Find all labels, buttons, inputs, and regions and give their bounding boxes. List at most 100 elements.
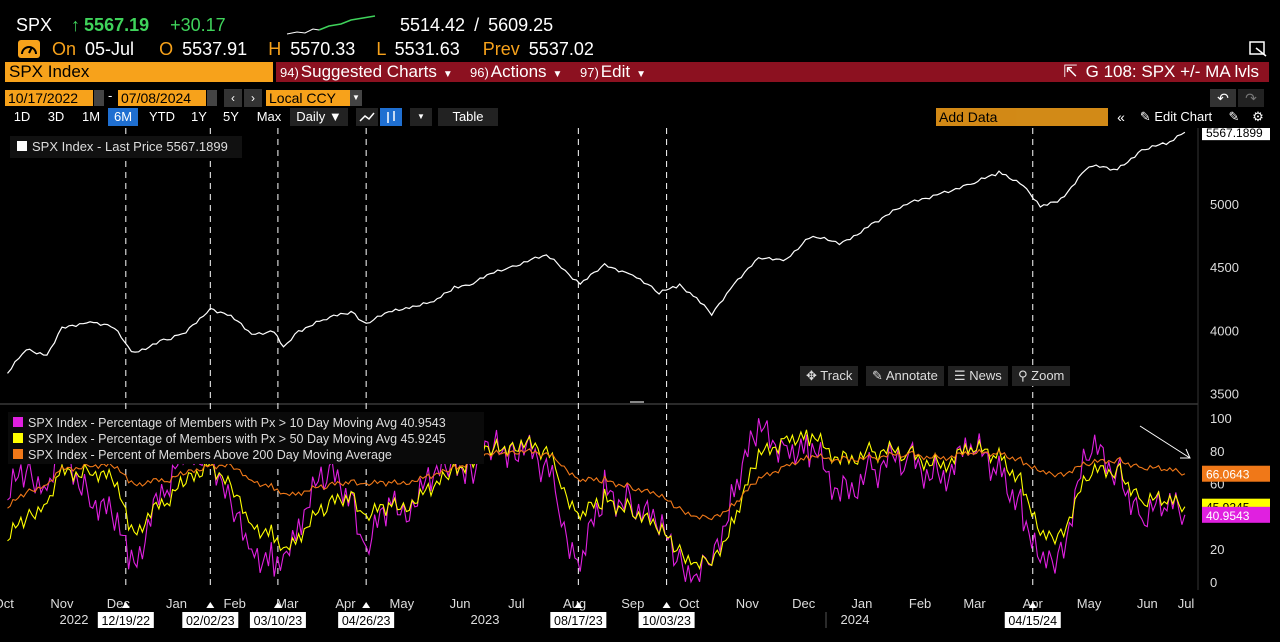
crosshair-icon: ✥ (806, 368, 817, 383)
add-data-input[interactable]: Add Data (936, 108, 1108, 126)
last-price: 5567.19 (84, 15, 150, 35)
chart-area[interactable]: 35004000450050005567.189902040608010045.… (0, 128, 1280, 642)
annotate-label: Annotate (885, 368, 938, 383)
annotate-button[interactable]: ✎ Annotate (866, 366, 944, 386)
range-low: 5514.42 (400, 15, 466, 35)
range-high: 5609.25 (488, 15, 554, 35)
open-value: 5537.91 (182, 39, 248, 59)
price-legend-label: SPX Index - Last Price 5567.1899 (32, 139, 228, 154)
suggested-charts-number: 94) (280, 65, 299, 80)
collapse-icon[interactable]: « (1117, 109, 1125, 125)
quote-line-2: On 05-Jul O 5537.91 H 5570.33 L 5531.63 … (52, 38, 594, 60)
security-field[interactable]: SPX Index (5, 62, 273, 82)
next-range-icon[interactable]: › (244, 89, 262, 107)
x-year-label: 2023 (471, 612, 500, 627)
bar-chart-icon[interactable] (380, 108, 402, 126)
chart-title-label: G 108: SPX +/- MA lvls (1085, 62, 1259, 81)
osc-legend-swatch (13, 433, 23, 443)
pencil-icon: ✎ (1139, 109, 1151, 124)
last-price-tag (1202, 128, 1270, 141)
gauge-icon[interactable] (18, 40, 40, 58)
period-button-1d[interactable]: 1D (13, 109, 31, 124)
price-y-tick-label: 5000 (1210, 197, 1239, 212)
date-dash: - (108, 88, 113, 103)
edit-number: 97) (580, 65, 599, 80)
x-month-label: Feb (909, 596, 931, 611)
edit-chart-button[interactable]: ✎ Edit Chart (1134, 108, 1218, 126)
x-month-label: Jul (508, 596, 525, 611)
osc-legend-label: SPX Index - Percentage of Members with P… (28, 432, 446, 446)
x-month-label: Mar (963, 596, 986, 611)
export-icon[interactable]: ⇱ (1063, 62, 1078, 81)
quote-line-1: SPX ↑ 5567.19 +30.17 (16, 14, 226, 36)
series-last-tag (1202, 465, 1270, 482)
redo-icon[interactable]: ↷ (1238, 89, 1264, 107)
pct10-series-line[interactable] (7, 418, 1186, 584)
last-price-tag-label: 5567.1899 (1206, 128, 1263, 140)
period-button-max[interactable]: Max (256, 109, 282, 124)
annotate-edit-icon[interactable]: ✎ (1228, 109, 1240, 124)
actions-label: Actions (490, 62, 547, 81)
end-date-input[interactable]: 07/08/2024 (118, 90, 206, 106)
x-month-label: Oct (0, 596, 14, 611)
calendar-icon[interactable] (94, 90, 104, 106)
news-button[interactable]: ☰ News (948, 366, 1008, 386)
calendar-icon[interactable] (207, 90, 217, 106)
pct200-series-line[interactable] (7, 448, 1186, 521)
osc-y-tick-label: 0 (1210, 575, 1217, 590)
line-chart-icon[interactable] (356, 108, 378, 126)
period-button-3d[interactable]: 3D (47, 109, 65, 124)
price-y-tick-label: 3500 (1210, 387, 1239, 402)
news-label: News (969, 368, 1002, 383)
magnifier-icon: ⚲ (1018, 368, 1028, 383)
osc-legend-label: SPX Index - Percent of Members Above 200… (28, 448, 392, 462)
prev-label: Prev (482, 39, 520, 59)
marker-date-label: 03/10/23 (254, 614, 303, 628)
menu-bar: 94) Suggested Charts ▼ 96) Actions ▼ 97) Edit… (276, 62, 1269, 82)
frequency-select[interactable]: Daily ▼ (290, 108, 348, 126)
marker-date-box (182, 612, 239, 628)
high-label: H (268, 39, 282, 59)
period-button-1y[interactable]: 1Y (191, 109, 207, 124)
marker-date-box (638, 612, 695, 628)
pencil-icon: ✎ (872, 368, 883, 383)
dropdown-caret-icon: ▼ (636, 69, 646, 80)
marker-date-label: 04/15/24 (1008, 614, 1057, 628)
actions-menu[interactable]: 96) Actions ▼ (470, 62, 562, 85)
marker-tri-icon (273, 602, 282, 608)
undo-icon[interactable]: ↶ (1210, 89, 1236, 107)
zoom-label: Zoom (1031, 368, 1065, 383)
marker-tri-icon (574, 602, 583, 608)
range-separator: / (474, 15, 480, 35)
period-button-1m[interactable]: 1M (81, 109, 101, 124)
price-series-line[interactable] (7, 131, 1186, 374)
pct50-series-line[interactable] (7, 429, 1186, 571)
x-month-label: Jan (851, 596, 872, 611)
edit-menu[interactable]: 97) Edit ▼ (580, 62, 646, 85)
x-month-label: Dec (792, 596, 816, 611)
chevron-down-icon[interactable]: ▼ (350, 90, 362, 106)
marker-date-box (1004, 612, 1061, 628)
x-month-label: Apr (335, 596, 356, 611)
table-button[interactable]: Table (438, 108, 498, 126)
chart-type-dropdown-icon[interactable]: ▼ (410, 108, 432, 126)
marker-date-box (338, 612, 395, 628)
period-button-ytd[interactable]: YTD (149, 109, 175, 124)
gear-icon[interactable]: ⚙ (1252, 109, 1264, 124)
zoom-button[interactable]: ⚲ Zoom (1012, 366, 1071, 386)
pop-out-icon[interactable] (1248, 40, 1268, 58)
start-date-input[interactable]: 10/17/2022 (5, 90, 93, 106)
track-button[interactable]: ✥ Track (800, 366, 859, 386)
suggested-charts-menu[interactable]: 94) Suggested Charts ▼ (280, 62, 453, 85)
marker-date-box (97, 612, 154, 628)
sparkline (286, 15, 376, 35)
period-button-5y[interactable]: 5Y (223, 109, 239, 124)
prev-range-icon[interactable]: ‹ (224, 89, 242, 107)
x-month-label: Jun (450, 596, 471, 611)
currency-select[interactable]: Local CCY (266, 90, 350, 106)
period-button-6m[interactable]: 6M (108, 108, 138, 126)
actions-number: 96) (470, 65, 489, 80)
dropdown-caret-icon: ▼ (442, 69, 453, 80)
marker-date-box (249, 612, 306, 628)
series-last-tag-label: 66.0643 (1206, 468, 1250, 482)
